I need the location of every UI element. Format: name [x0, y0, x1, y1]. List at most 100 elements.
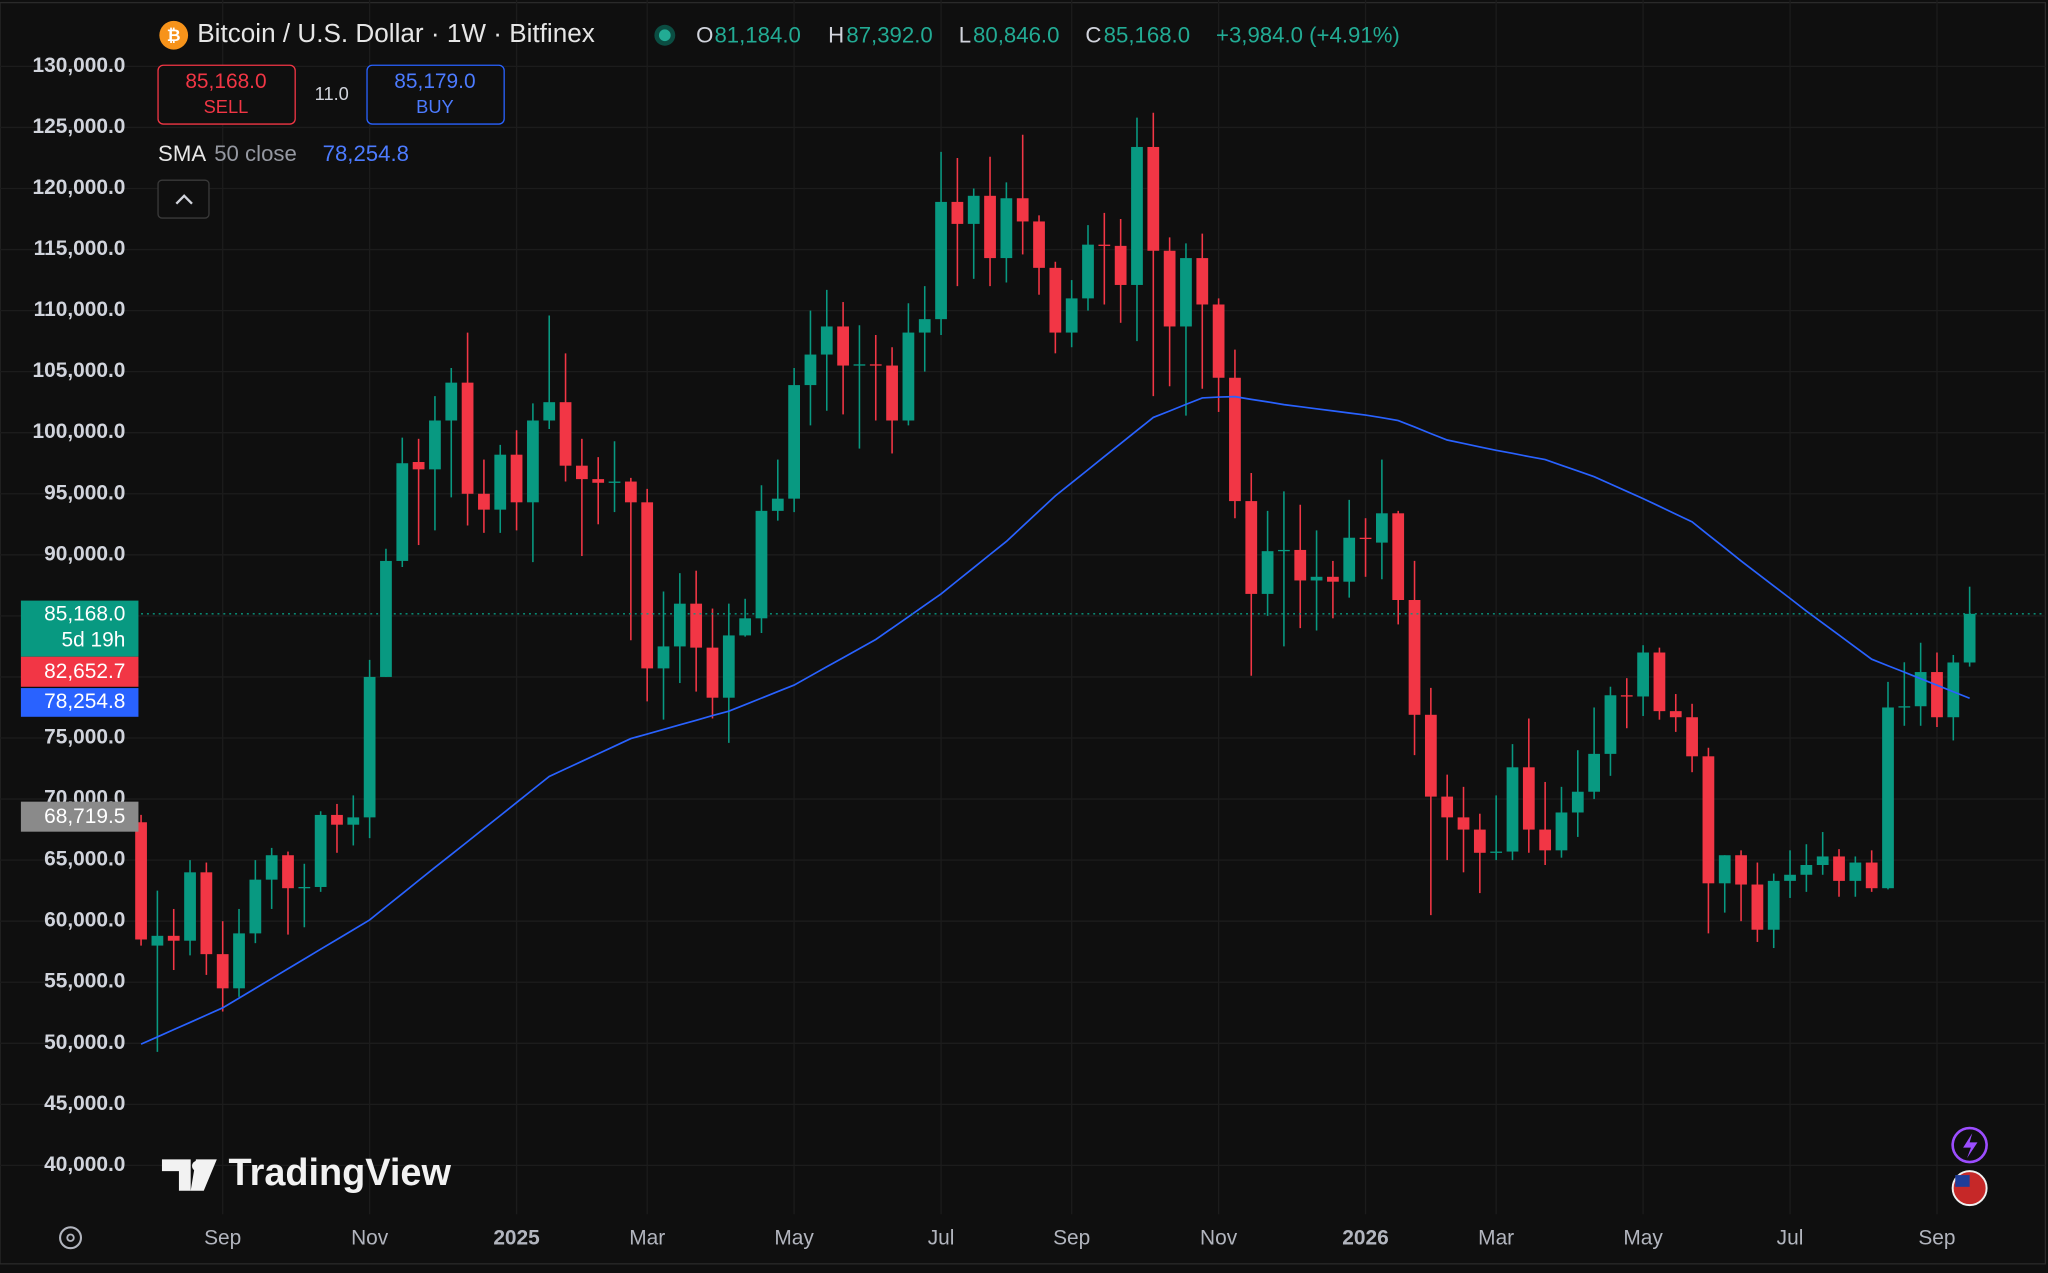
candle-body	[788, 385, 800, 499]
sell-button[interactable]	[157, 64, 296, 125]
candle-body	[984, 195, 996, 259]
assistant-bolt	[1963, 1133, 1978, 1159]
candle-body	[347, 817, 360, 825]
candle-body	[1555, 812, 1568, 851]
candle-body	[918, 319, 931, 333]
ohlc-value: 80,846.0	[973, 22, 1059, 47]
candle-body	[1114, 245, 1127, 285]
ohlc-value: 85,168.0	[1104, 22, 1190, 47]
y-tick-label: 60,000.0	[44, 909, 125, 932]
coin-icon	[159, 20, 189, 50]
x-tick-label: Nov	[351, 1227, 389, 1250]
header: ₿ Bitcoin / U.S. Dollar · 1W · Bitfinex …	[159, 18, 1400, 50]
y-tick-label: 50,000.0	[44, 1031, 125, 1054]
sma-price: 78,254.8	[44, 690, 125, 713]
ohlc-value: 81,184.0	[714, 22, 800, 47]
y-tick-label: 125,000.0	[32, 115, 125, 138]
collapse-button[interactable]	[157, 179, 210, 219]
x-axis: Sep Nov 2025 Mar May Jul Sep Nov 2026 Mar May Jul Se…	[204, 1227, 1955, 1250]
y-tick-label: 75,000.0	[44, 726, 125, 749]
candle-body	[314, 814, 327, 887]
candle-body	[576, 465, 588, 480]
candle-body	[1702, 756, 1715, 884]
sell-label: SELL	[204, 96, 249, 117]
candle-body	[624, 481, 637, 503]
candle-body	[363, 676, 376, 818]
y-tick-label: 40,000.0	[44, 1153, 125, 1176]
candle-body	[869, 364, 882, 366]
sell-price: 85,168.0	[185, 70, 266, 93]
candle-body	[690, 603, 703, 648]
candle-body	[1408, 600, 1421, 715]
candle-body	[1800, 864, 1813, 875]
candle-body	[1033, 221, 1045, 268]
candle-body	[1082, 244, 1094, 299]
candle-body	[1147, 146, 1160, 251]
candle-body	[1261, 551, 1274, 594]
candle-body	[1571, 791, 1584, 813]
x-tick-label: Sep	[1918, 1227, 1955, 1250]
candle-body	[331, 814, 343, 825]
candle-body	[771, 498, 784, 511]
candle-body	[412, 462, 425, 470]
candle-body	[1245, 501, 1258, 594]
candle-body	[249, 879, 262, 934]
last-price-badge	[20, 600, 139, 657]
candle-body	[1180, 258, 1192, 327]
marker-price: 68,719.5	[44, 805, 125, 828]
candle-body	[1016, 198, 1029, 222]
y-axis: 40,000.0 45,000.0 50,000.0 55,000.0 60,000.0…	[32, 54, 125, 1176]
countdown: 5d 19h	[62, 629, 126, 652]
candle-body	[755, 510, 768, 619]
candle-body	[722, 635, 735, 698]
candle-body	[1751, 884, 1764, 930]
x-tick-label: 2025	[493, 1227, 540, 1250]
candle-body	[1163, 250, 1176, 327]
candle-body	[853, 364, 866, 366]
trade-panel: 85,168.0 SELL 11.0 85,179.0 BUY	[157, 64, 505, 125]
candle-body	[673, 603, 686, 647]
chevron-icon	[175, 194, 193, 205]
candle-body	[429, 420, 441, 470]
candle-body	[445, 382, 458, 421]
candle-body	[265, 855, 278, 880]
candle-body	[461, 382, 474, 494]
candle-body	[1947, 662, 1960, 718]
ohlc-key: L	[959, 22, 971, 47]
marker-badge	[20, 801, 139, 832]
candle-body	[1343, 537, 1356, 582]
candle-body	[1816, 856, 1829, 865]
x-tick-label: Nov	[1200, 1227, 1238, 1250]
y-tick-label: 130,000.0	[32, 54, 125, 77]
buy-button[interactable]	[366, 64, 505, 125]
candle-body	[216, 954, 229, 989]
ohlc-value: 87,392.0	[846, 22, 932, 47]
x-tick-label: 2026	[1342, 1227, 1388, 1250]
candle-body	[1278, 549, 1290, 552]
x-tick-label: Sep	[1053, 1227, 1090, 1250]
y-tick-label: 110,000.0	[34, 298, 126, 321]
candle-body	[1604, 695, 1617, 754]
candle-body	[1359, 537, 1372, 540]
last-price: 85,168.0	[44, 602, 125, 625]
candle-body	[902, 332, 915, 421]
y-tick-label: 55,000.0	[44, 970, 125, 993]
candle-body	[1392, 513, 1405, 601]
candle-body	[1376, 513, 1388, 543]
candle-body	[527, 420, 539, 503]
candle-body	[657, 646, 670, 669]
x-tick-label: Jul	[928, 1227, 955, 1250]
prev-price-badge	[20, 656, 139, 687]
candle-body	[804, 354, 817, 386]
assistant-icon[interactable]	[1951, 1126, 1988, 1164]
candle-body	[1490, 851, 1503, 853]
candle-body	[1767, 880, 1780, 930]
settings-icon[interactable]	[59, 1226, 83, 1250]
candle-body	[1833, 856, 1845, 881]
candle-body	[1784, 874, 1796, 881]
candle-body	[494, 454, 507, 510]
candle-body	[135, 822, 147, 940]
candle-body	[1653, 652, 1666, 712]
